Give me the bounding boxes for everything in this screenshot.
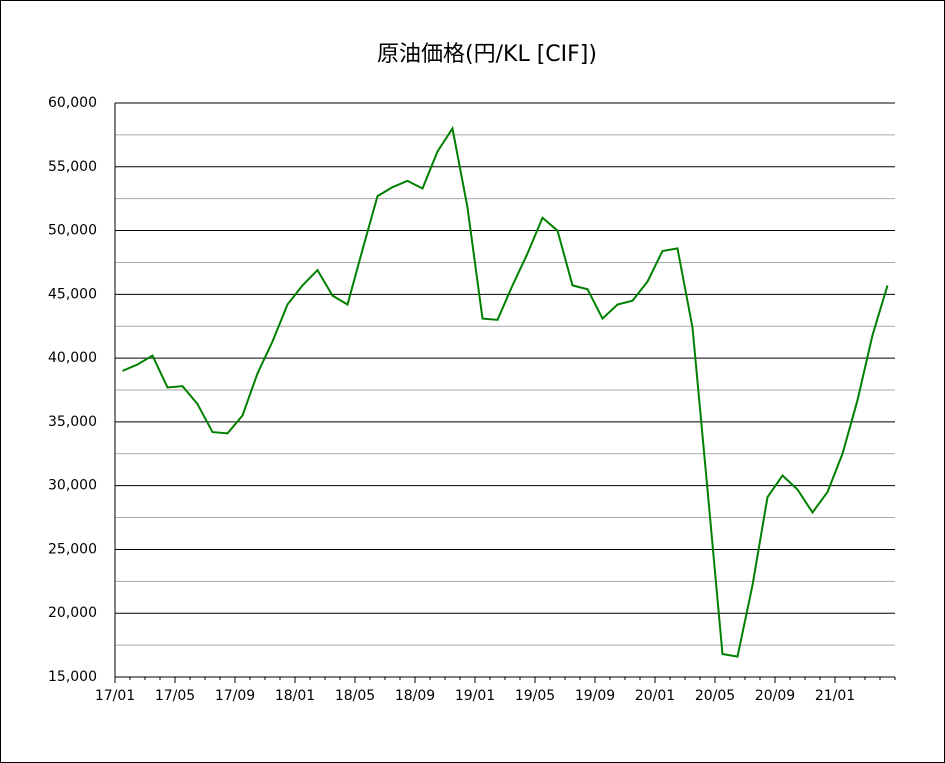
x-tick-label: 17/05 [155,688,195,704]
y-tick-label: 40,000 [48,350,97,366]
x-tick-label: 19/05 [515,688,555,704]
y-tick-label: 50,000 [48,223,97,239]
y-tick-label: 30,000 [48,478,97,494]
x-tick-label: 19/01 [455,688,495,704]
y-tick-label: 60,000 [48,95,97,111]
x-tick-label: 19/09 [575,688,615,704]
x-tick-label: 18/05 [335,688,375,704]
y-tick-label: 55,000 [48,159,97,175]
y-tick-label: 25,000 [48,541,97,557]
y-tick-label: 15,000 [48,669,97,685]
x-tick-label: 17/09 [215,688,255,704]
x-tick-label: 18/01 [275,688,315,704]
x-tick-label: 17/01 [95,688,135,704]
y-tick-label: 20,000 [48,605,97,621]
y-tick-label: 35,000 [48,414,97,430]
x-tick-label: 20/01 [635,688,675,704]
y-tick-label: 45,000 [48,286,97,302]
data-line [122,125,889,658]
chart-title: 原油価格(円/KL [CIF]) [377,42,597,67]
x-tick-label: 18/09 [395,688,435,704]
x-tick-label: 20/09 [755,688,795,704]
x-tick-label: 21/01 [815,688,855,704]
x-tick-label: 20/05 [695,688,735,704]
